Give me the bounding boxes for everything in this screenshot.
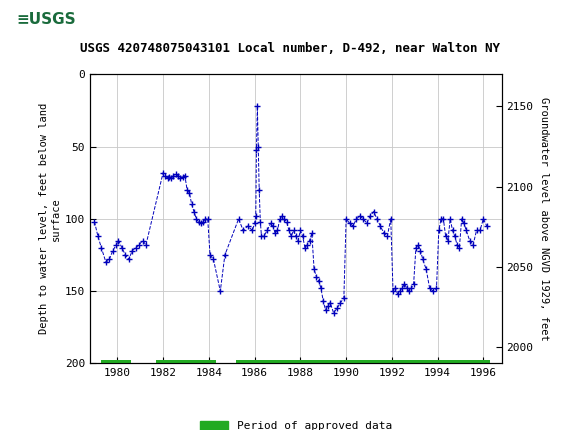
Bar	[236, 360, 490, 367]
Text: ≡USGS: ≡USGS	[17, 12, 76, 28]
Text: USGS 420748075043101 Local number, D-492, near Walton NY: USGS 420748075043101 Local number, D-492…	[80, 42, 500, 55]
Y-axis label: Groundwater level above NGVD 1929, feet: Groundwater level above NGVD 1929, feet	[539, 97, 549, 341]
Bar	[102, 360, 131, 367]
Bar	[156, 360, 216, 367]
Y-axis label: Depth to water level, feet below land
surface: Depth to water level, feet below land su…	[39, 103, 61, 335]
Legend: Period of approved data: Period of approved data	[195, 417, 396, 430]
FancyBboxPatch shape	[6, 5, 87, 35]
